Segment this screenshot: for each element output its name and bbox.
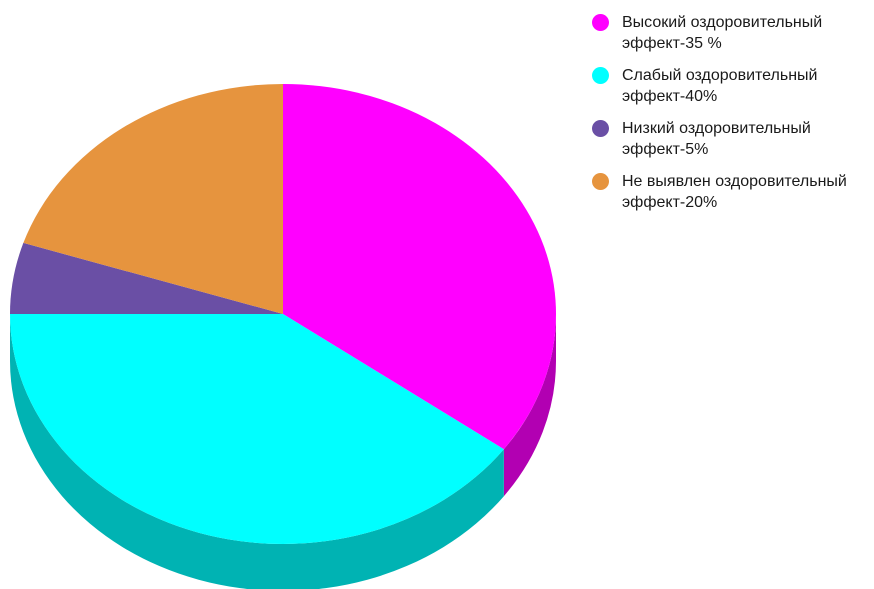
pie-slice	[23, 84, 283, 314]
legend-label: Слабый оздоровительный эффект-40%	[622, 67, 818, 105]
legend-swatch	[592, 67, 609, 84]
legend-item: Низкий оздоровительный эффект-5%	[592, 118, 874, 160]
legend-item: Высокий оздоровительный эффект-35 %	[592, 12, 874, 54]
pie-slice	[283, 84, 556, 450]
legend-label: Высокий оздоровительный эффект-35 %	[622, 14, 823, 52]
pie-side-walls	[10, 314, 556, 589]
legend-swatch	[592, 14, 609, 31]
pie-slice-side	[10, 314, 504, 589]
pie-slice	[10, 314, 504, 544]
legend-swatch	[592, 120, 609, 137]
legend-label: Не выявлен оздоровительный эффект-20%	[622, 173, 847, 211]
pie-slice-side	[503, 314, 556, 497]
legend-item: Слабый оздоровительный эффект-40%	[592, 65, 874, 107]
legend: Высокий оздоровительный эффект-35 % Слабы…	[592, 12, 874, 224]
legend-label: Низкий оздоровительный эффект-5%	[622, 120, 811, 158]
legend-swatch	[592, 173, 609, 190]
legend-item: Не выявлен оздоровительный эффект-20%	[592, 171, 874, 213]
pie-slice	[10, 242, 283, 314]
pie-top-faces	[10, 84, 556, 544]
